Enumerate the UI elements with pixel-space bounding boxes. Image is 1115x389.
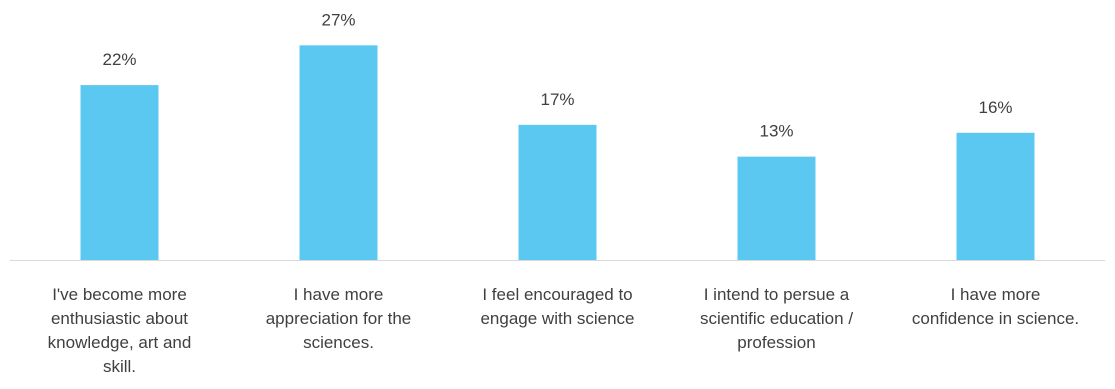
category-label-5: I have more confidence in science. (912, 285, 1079, 328)
bar-2 (299, 45, 378, 260)
category-label-1-line-2: enthusiastic about (51, 309, 188, 328)
category-label-1-line-3: knowledge, art and (48, 333, 192, 352)
category-label-4-line-1: I intend to persue a (704, 285, 850, 304)
category-label-5-line-1: I have more (951, 285, 1041, 304)
category-label-4: I intend to persue a scientific education… (700, 285, 853, 352)
value-label-5: 16% (978, 98, 1012, 117)
category-label-5-line-2: confidence in science. (912, 309, 1079, 328)
value-label-4: 13% (759, 122, 793, 141)
category-label-3: I feel encouraged to engage with science (480, 285, 634, 328)
value-labels-layer: 22% 27% 17% 13% 16% (102, 10, 1012, 140)
category-labels-layer: I've become more enthusiastic about knowle… (48, 285, 1079, 376)
category-label-2-line-3: sciences. (303, 333, 374, 352)
category-label-2: I have more appreciation for the sciences. (266, 285, 412, 352)
bar-1 (80, 85, 159, 260)
category-label-2-line-2: appreciation for the (266, 309, 412, 328)
category-label-1: I've become more enthusiastic about knowle… (48, 285, 192, 376)
bar-4 (737, 156, 816, 260)
category-label-4-line-2: scientific education / (700, 309, 853, 328)
bar-3 (518, 124, 597, 260)
category-label-4-line-3: profession (737, 333, 815, 352)
category-label-1-line-4: skill. (103, 357, 136, 376)
value-label-1: 22% (102, 50, 136, 69)
value-label-3: 17% (540, 90, 574, 109)
value-label-2: 27% (321, 10, 355, 29)
category-label-3-line-2: engage with science (480, 309, 634, 328)
bars-layer (80, 45, 1035, 260)
category-label-3-line-1: I feel encouraged to (482, 285, 632, 304)
category-label-1-line-1: I've become more (52, 285, 187, 304)
category-label-2-line-1: I have more (294, 285, 384, 304)
bar-5 (956, 132, 1035, 260)
